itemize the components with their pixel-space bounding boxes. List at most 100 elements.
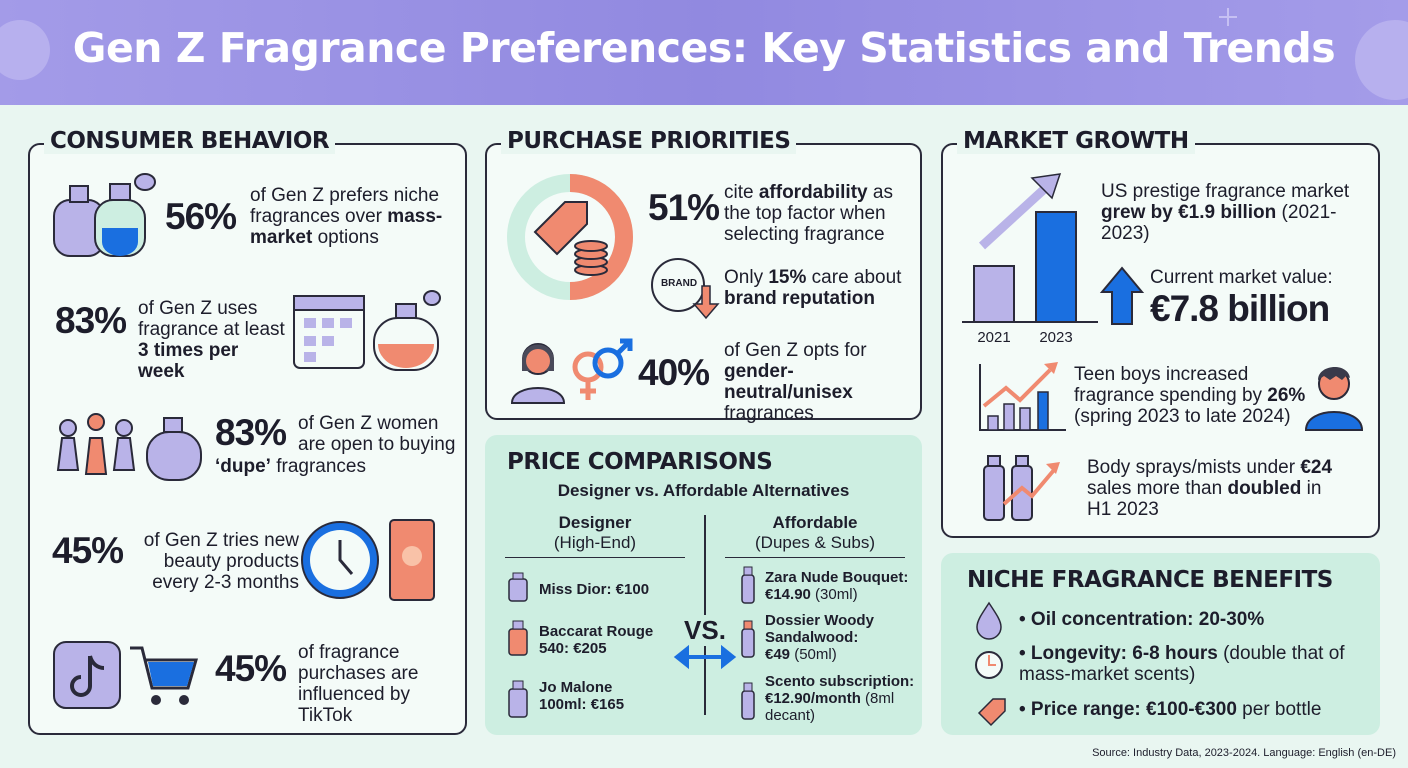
shape [533,201,588,256]
shape [53,641,121,709]
shape [1318,366,1350,380]
stat-text: Teen boys increased fragrance spending b… [1074,364,1314,427]
text-bold: affordability [758,182,868,203]
brand-icon [651,258,720,320]
text-bold: mass-market [250,206,443,248]
shape [109,183,131,201]
shape: 51% [648,187,720,229]
shape [987,415,999,431]
price-panel: PRICE COMPARISONS Designer vs. Affordabl… [485,435,922,735]
text-bold: 3 times per week [138,340,239,382]
text: Only [724,267,769,288]
shape [508,578,528,602]
text: fragrances [724,403,814,424]
shape [115,419,133,437]
stat-text: of Gen Z prefers niche fragrances over m… [250,185,450,248]
text: care about [806,267,902,288]
column-title: Affordable [772,513,858,532]
shape [304,352,316,362]
clock-tube-icon [301,519,435,601]
stat: 40% [638,352,710,393]
price-item: Scento subscription: €12.90/month (8ml d… [765,673,915,724]
shape [973,265,1015,323]
text: (2021-2023) [1101,202,1337,244]
shape [102,228,138,256]
stat: 83% [55,300,127,341]
shape [304,336,316,346]
benefit: • Longevity: 6-8 hours (double that of m… [1019,643,1359,685]
shape [56,413,202,481]
text-bold: • Longevity: 6-8 hours [1019,643,1218,664]
text: US prestige fragrance market [1101,181,1350,202]
teen-icon [1304,366,1364,431]
shape [512,572,524,580]
shape [340,318,352,328]
text: of fragrance purchases are influenced by… [298,642,419,726]
value-label: Current market value: [1150,267,1333,288]
price-item: Miss Dior: €100 [539,581,650,598]
shape [56,437,80,471]
text-bold: ‘dupe’ [215,456,271,477]
benefit: • Oil concentration: 20-30% [1019,609,1264,630]
shape [130,646,198,690]
text-bold: gender-neutral/unisex [724,361,853,403]
vs-arrow [673,644,737,670]
column-subtitle: (Dupes & Subs) [755,533,875,552]
shape [741,574,755,604]
shape [580,380,596,400]
tiktok-cart-icon [53,641,198,709]
shape: 83% [215,412,287,454]
stat: 45% [215,648,287,689]
shape [1037,391,1049,431]
shape [84,437,108,475]
shape [743,620,753,630]
shape [692,285,720,320]
shape [59,419,77,437]
title: Gen Z Fragrance Preferences: Key Statist… [72,24,1336,72]
benefit: • Price range: €100-€300 per bottle [1019,699,1321,720]
text-bold: Zara Nude Bouquet: €14.90 [765,569,909,603]
shape [151,695,161,705]
text: (spring 2023 to late 2024) [1074,406,1291,427]
chart-label: 2023 [1039,329,1073,346]
stat-item: 56% [165,196,237,238]
column-title: Designer [558,513,632,532]
text: of Gen Z uses fragrance at least [138,298,285,340]
section-title: NICHE FRAGRANCE BENEFITS [967,567,1333,593]
shape [743,682,753,692]
text: (50ml) [790,646,837,663]
shape [293,295,365,311]
shape [982,368,1052,408]
shape [615,338,633,356]
perfume-icon [53,173,156,257]
gender-icon [510,338,633,404]
text: sales more than [1087,478,1228,499]
shape [1044,362,1058,374]
shape [977,698,1006,727]
stat-text: cite affordability as the top factor whe… [724,182,914,245]
shape [987,455,1001,467]
shape [304,318,316,328]
shape [741,628,755,658]
shape [569,174,633,300]
stat-text: Body sprays/mists under €24 sales more t… [1087,457,1337,520]
growth-chart-icon [962,173,1098,323]
section-title: PURCHASE PRIORITIES [501,128,797,154]
text-bold: • Oil concentration: 20-30% [1019,609,1265,630]
calendar-bottle-icon [293,290,441,371]
shape [146,431,202,481]
shape [741,690,755,720]
brand-label: BRAND [660,278,698,289]
designer-bottles [508,572,528,718]
text: cite [724,182,759,203]
shape [1035,211,1077,323]
shape [1355,20,1408,100]
shape [163,417,183,433]
text-bold: grew by €1.9 billion [1101,202,1277,223]
text: of Gen Z opts for [724,340,867,361]
subtitle: Designer vs. Affordable Alternatives [557,481,850,500]
shape [743,566,753,576]
shape [510,387,566,404]
stat-text: US prestige fragrance market grew by €1.… [1101,181,1351,244]
price-item: Baccarat Rouge 540: €205 [539,623,654,657]
